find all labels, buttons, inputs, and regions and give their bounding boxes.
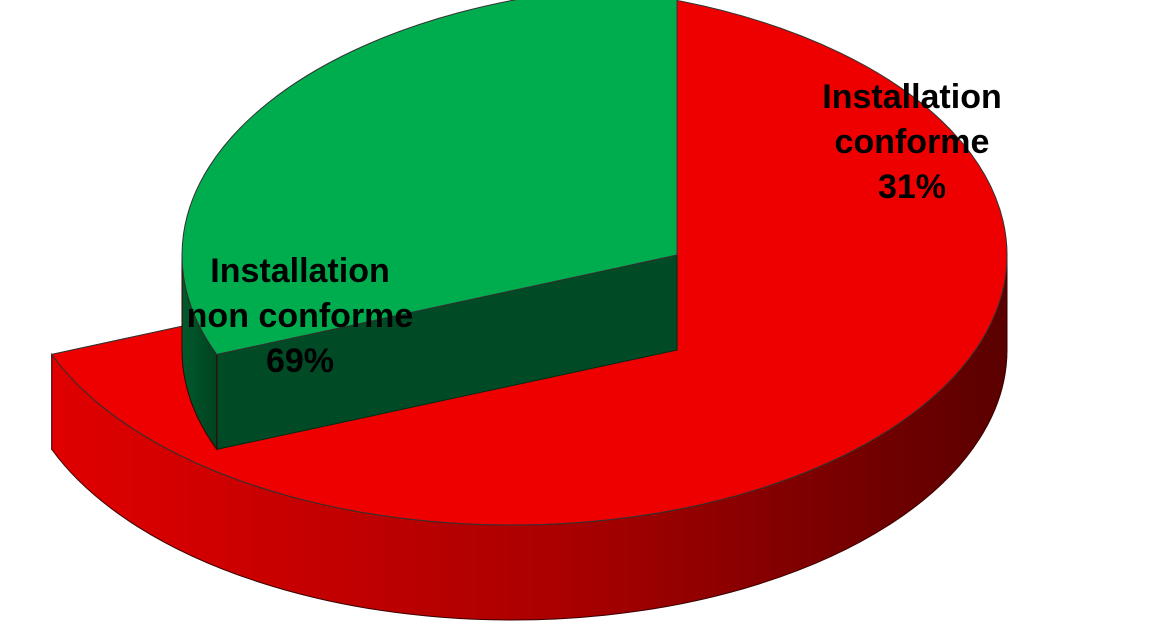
- pie-slice-conforme: [181, 0, 678, 451]
- slice-label-line: conforme: [835, 123, 990, 161]
- slice-label-line: 31%: [878, 168, 946, 206]
- slice-label-line: Installation: [822, 78, 1001, 116]
- slice-label-line: non conforme: [187, 297, 414, 335]
- pie-slice-top: [181, 0, 678, 355]
- slice-label-non-conforme: Installation non conforme 69%: [187, 252, 414, 380]
- slice-label-line: Installation: [210, 252, 389, 290]
- slice-label-line: 69%: [266, 342, 334, 380]
- slice-label-conforme: Installation conforme 31%: [822, 78, 1001, 206]
